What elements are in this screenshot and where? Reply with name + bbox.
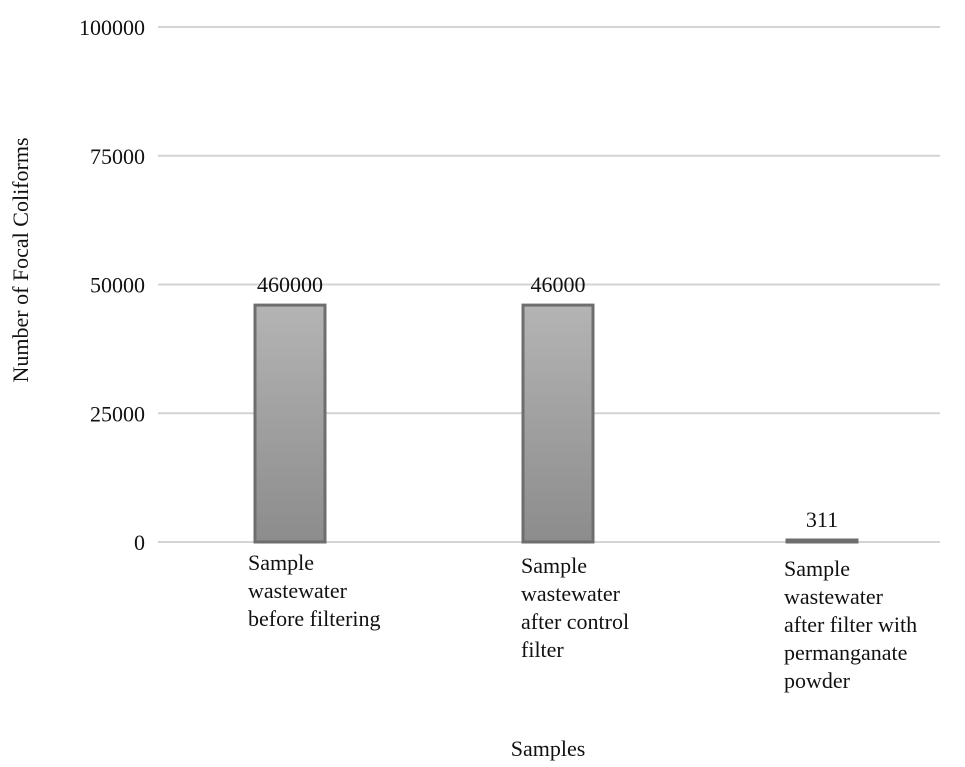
data-label: 460000: [257, 272, 323, 297]
bar: [521, 303, 595, 544]
data-label: 46000: [531, 272, 586, 297]
x-category-label: Sample wastewater after control filter: [521, 553, 629, 662]
y-tick-label: 25000: [90, 401, 145, 426]
data-labels: 460000 46000 311: [257, 272, 838, 532]
bar: [785, 538, 859, 544]
y-tick-label: 100000: [79, 15, 145, 40]
y-axis-title: Number of Focal Coliforms: [8, 137, 33, 382]
bar: [253, 303, 327, 544]
y-tick-label: 50000: [90, 273, 145, 298]
data-label: 311: [806, 507, 838, 532]
bars: [253, 303, 859, 544]
y-tick-label: 0: [134, 530, 145, 555]
x-category-label: Sample wastewater after filter with permang…: [784, 556, 917, 693]
x-axis-categories: Sample wastewater before filtering Sample wa…: [248, 550, 917, 693]
y-tick-label: 75000: [90, 144, 145, 169]
x-category-label: Sample wastewater before filtering: [248, 550, 381, 631]
x-axis-title: Samples: [511, 736, 586, 761]
y-axis-ticks: 0 25000 50000 75000 100000: [79, 15, 145, 555]
